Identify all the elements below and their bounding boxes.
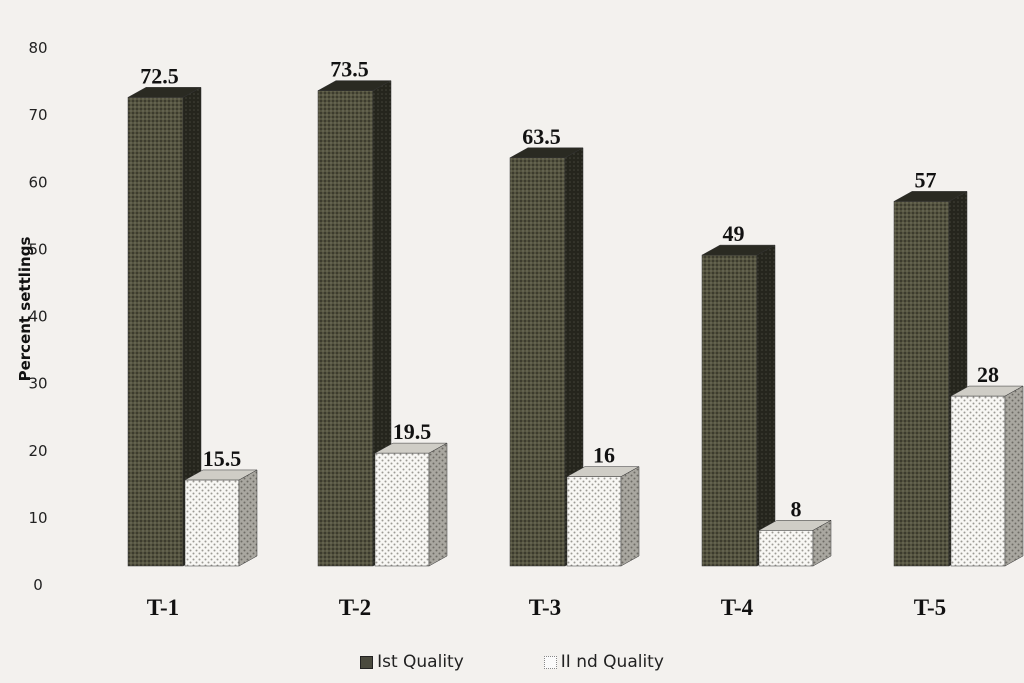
legend-label-first-quality: Ist Quality (377, 652, 464, 672)
bar-second-quality (758, 519, 832, 567)
bar-second-quality (566, 466, 640, 567)
y-tick-label: 40 (28, 308, 47, 326)
value-label-first-quality: 49 (723, 221, 745, 246)
value-labels: 72.5 15.5 73.5 19.5 63.5 16 49 8 57 28 (140, 57, 999, 522)
value-label-second-quality: 19.5 (393, 419, 432, 444)
bar-second-quality (950, 385, 1024, 567)
y-tick-label: 20 (28, 442, 47, 460)
category-label: T-3 (529, 595, 561, 620)
legend: Ist Quality II nd Quality (0, 652, 1024, 672)
legend-swatch-first-quality (360, 655, 374, 669)
value-label-first-quality: 63.5 (522, 124, 561, 149)
value-label-first-quality: 57 (915, 167, 937, 192)
value-label-first-quality: 72.5 (140, 63, 179, 88)
bar-second-quality (374, 442, 448, 567)
y-tick-label: 70 (28, 106, 47, 124)
bar-first-quality (127, 86, 202, 567)
bar-first-quality (701, 244, 776, 567)
category-label: T-4 (721, 595, 754, 620)
value-label-second-quality: 28 (977, 362, 999, 387)
category-labels: T-1 T-2 T-3 T-4 T-5 (147, 595, 946, 620)
value-label-second-quality: 16 (593, 443, 615, 468)
y-axis-ticks: 0 10 20 30 40 50 60 70 80 (28, 39, 47, 594)
y-tick-label: 0 (33, 576, 43, 594)
y-tick-label: 50 (28, 240, 47, 258)
bar-first-quality (509, 147, 584, 567)
value-label-second-quality: 15.5 (203, 446, 242, 471)
legend-item-second-quality: II nd Quality (543, 652, 664, 672)
y-tick-label: 60 (28, 173, 47, 191)
category-label: T-1 (147, 595, 179, 620)
legend-item-first-quality: Ist Quality (360, 652, 464, 672)
value-label-first-quality: 73.5 (330, 57, 369, 82)
bar-second-quality (184, 469, 258, 567)
y-axis-label: Percent settlings (16, 236, 34, 382)
legend-swatch-second-quality (543, 655, 557, 669)
category-label: T-2 (339, 595, 371, 620)
legend-label-second-quality: II nd Quality (560, 652, 664, 672)
bar-first-quality (317, 80, 392, 567)
y-tick-label: 30 (28, 375, 47, 393)
category-label: T-5 (914, 595, 946, 620)
y-tick-label: 80 (28, 39, 47, 57)
value-label-second-quality: 8 (791, 496, 802, 521)
y-tick-label: 10 (28, 509, 47, 527)
bars (127, 80, 1024, 567)
